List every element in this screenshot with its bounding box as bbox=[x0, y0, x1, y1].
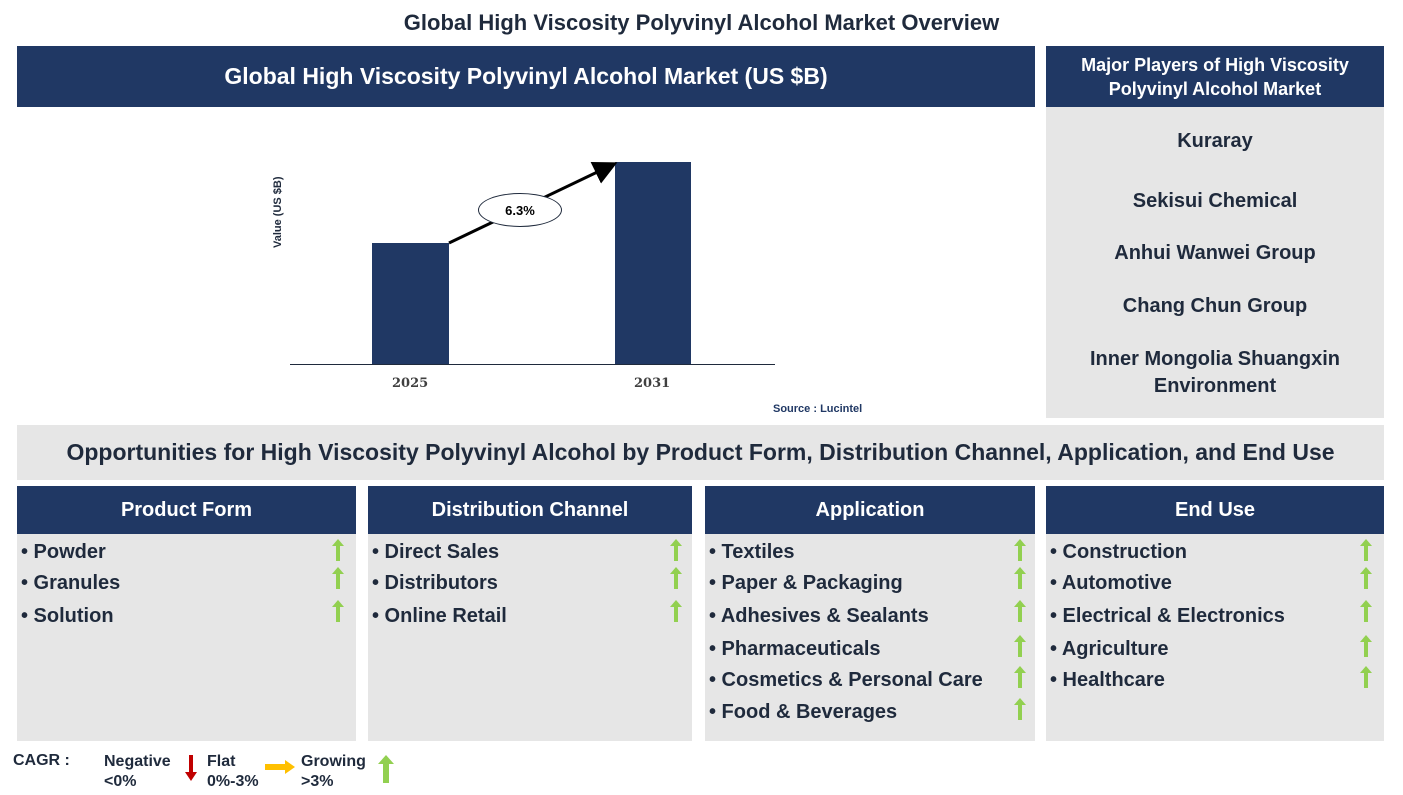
legend-label: CAGR : bbox=[13, 752, 70, 769]
column-header: Product Form bbox=[17, 486, 356, 534]
opportunities-header: Opportunities for High Viscosity Polyvin… bbox=[17, 425, 1384, 480]
cagr-annotation: 6.3% bbox=[478, 193, 562, 227]
list-item: • Food & Beverages bbox=[709, 701, 898, 723]
list-item: • Powder bbox=[21, 541, 106, 563]
up-arrow-icon bbox=[1014, 567, 1026, 589]
list-item: • Agriculture bbox=[1050, 638, 1169, 660]
column-header: Application bbox=[705, 486, 1035, 534]
list-item: • Pharmaceuticals bbox=[709, 638, 881, 660]
list-item: • Healthcare bbox=[1050, 669, 1165, 691]
player-item: Kuraray bbox=[1177, 130, 1253, 152]
up-arrow-icon bbox=[1360, 600, 1372, 622]
list-item: • Direct Sales bbox=[372, 541, 500, 563]
up-arrow-icon bbox=[670, 539, 682, 561]
column-header: Distribution Channel bbox=[368, 486, 692, 534]
page-title: Global High Viscosity Polyvinyl Alcohol … bbox=[403, 10, 1000, 35]
list-item: • Granules bbox=[21, 572, 121, 594]
up-arrow-icon bbox=[378, 755, 394, 783]
column-header: End Use bbox=[1046, 486, 1384, 534]
x-axis-line bbox=[290, 364, 775, 365]
legend-flat-title: Flat bbox=[207, 753, 236, 770]
legend-growing: Growing >3% bbox=[301, 752, 366, 792]
player-item: Anhui Wanwei Group bbox=[1114, 242, 1316, 264]
legend-growing-range: >3% bbox=[301, 773, 334, 790]
x-tick-2025: 2025 bbox=[392, 376, 429, 391]
down-arrow-icon bbox=[185, 755, 197, 781]
legend-flat: Flat 0%-3% bbox=[207, 752, 259, 792]
right-arrow-icon bbox=[265, 760, 295, 774]
up-arrow-icon bbox=[332, 567, 344, 589]
bar-chart: Value (US $B) 2025 2031 6.3% bbox=[260, 140, 880, 420]
player-item: Sekisui Chemical bbox=[1132, 190, 1298, 212]
up-arrow-icon bbox=[1014, 539, 1026, 561]
column-end-use: End Use • Construction • Automotive • El… bbox=[1046, 486, 1384, 741]
legend-negative-range: <0% bbox=[104, 773, 137, 790]
up-arrow-icon bbox=[1014, 698, 1026, 720]
legend-negative-title: Negative bbox=[104, 753, 171, 770]
bar-2025 bbox=[372, 243, 449, 364]
legend-flat-range: 0%-3% bbox=[207, 773, 259, 790]
legend-negative: Negative <0% bbox=[104, 752, 171, 792]
list-item: • Online Retail bbox=[372, 605, 507, 627]
list-item: • Electrical & Electronics bbox=[1050, 605, 1285, 627]
list-item: • Cosmetics & Personal Care bbox=[709, 669, 983, 691]
bar-2031 bbox=[615, 162, 691, 364]
up-arrow-icon bbox=[332, 539, 344, 561]
list-item: • Automotive bbox=[1050, 572, 1172, 594]
list-item: • Textiles bbox=[709, 541, 795, 563]
player-item: Chang Chun Group bbox=[1122, 295, 1308, 317]
source-label: Source : Lucintel bbox=[773, 403, 863, 415]
players-panel-header: Major Players of High Viscosity Polyviny… bbox=[1046, 46, 1384, 107]
list-item: • Solution bbox=[21, 605, 114, 627]
x-tick-2031: 2031 bbox=[634, 376, 671, 391]
up-arrow-icon bbox=[1360, 635, 1372, 657]
list-item: • Adhesives & Sealants bbox=[709, 605, 929, 627]
column-product-form: Product Form • Powder • Granules • Solut… bbox=[17, 486, 356, 741]
up-arrow-icon bbox=[1014, 666, 1026, 688]
chart-panel-header: Global High Viscosity Polyvinyl Alcohol … bbox=[17, 46, 1035, 107]
up-arrow-icon bbox=[1360, 539, 1372, 561]
up-arrow-icon bbox=[670, 600, 682, 622]
list-item: • Paper & Packaging bbox=[709, 572, 903, 594]
list-item: • Distributors bbox=[372, 572, 498, 594]
up-arrow-icon bbox=[670, 567, 682, 589]
growth-arrow-icon bbox=[448, 161, 618, 245]
player-item: Inner Mongolia Shuangxin Environment bbox=[1090, 348, 1340, 397]
up-arrow-icon bbox=[1014, 600, 1026, 622]
up-arrow-icon bbox=[332, 600, 344, 622]
up-arrow-icon bbox=[1014, 635, 1026, 657]
legend-growing-title: Growing bbox=[301, 753, 366, 770]
column-application: Application • Textiles • Paper & Packagi… bbox=[705, 486, 1035, 741]
up-arrow-icon bbox=[1360, 666, 1372, 688]
players-list: Kuraray Sekisui Chemical Anhui Wanwei Gr… bbox=[1046, 107, 1384, 418]
column-distribution-channel: Distribution Channel • Direct Sales • Di… bbox=[368, 486, 692, 741]
list-item: • Construction bbox=[1050, 541, 1187, 563]
up-arrow-icon bbox=[1360, 567, 1372, 589]
